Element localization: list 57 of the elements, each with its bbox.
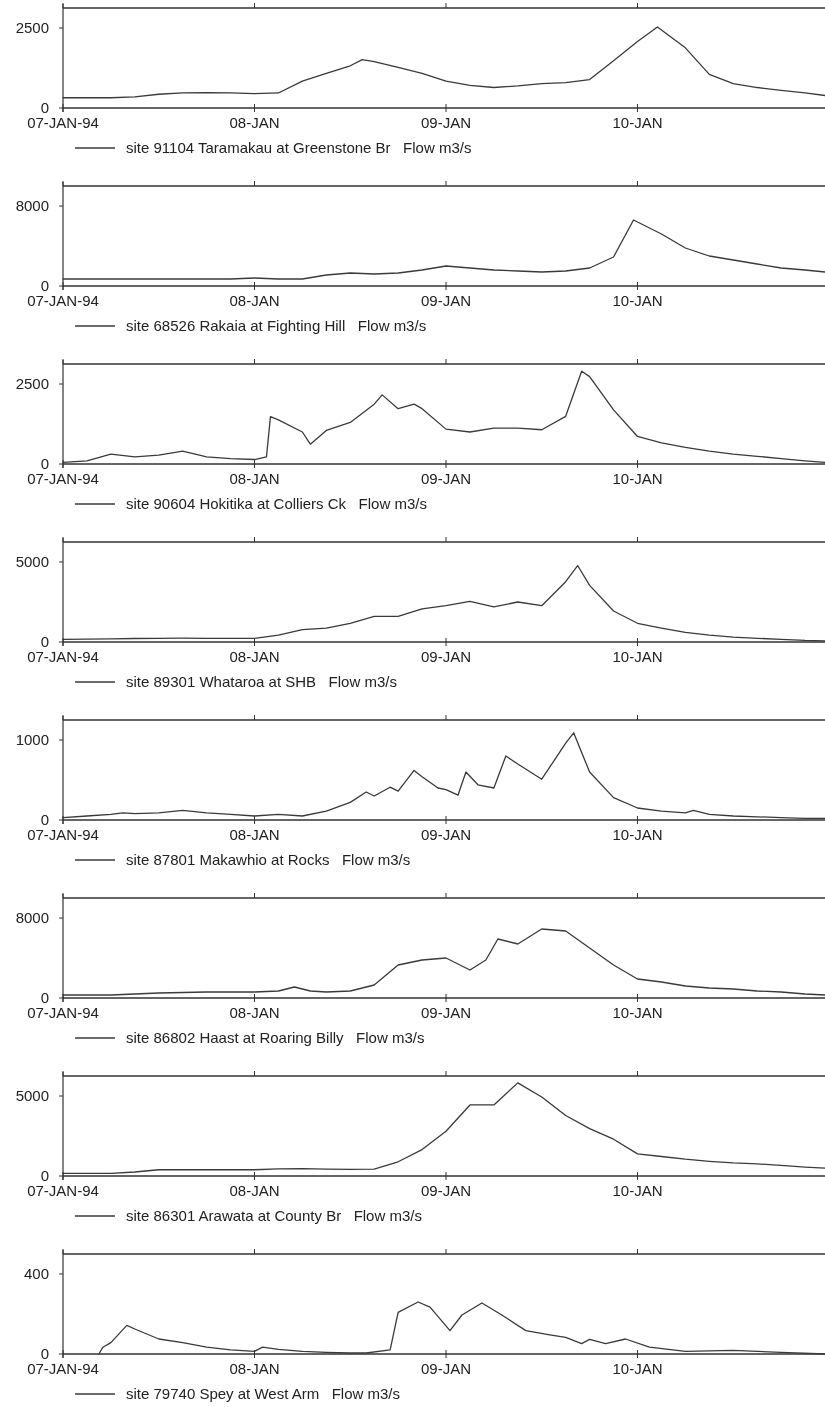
x-tick-label: 08-JAN	[229, 292, 280, 309]
y-tick-label: 0	[40, 633, 49, 651]
legend-label: site 91104 Taramakau at Greenstone Br Flow m3/s	[126, 139, 472, 157]
y-tick-label: 8000	[15, 909, 49, 927]
y-tick-label: 0	[40, 1345, 49, 1363]
x-tick-label: 09-JAN	[420, 470, 472, 487]
line-series	[62, 370, 825, 464]
legend-label: site 86301 Arawata at County Br Flow m3/s	[126, 1207, 422, 1225]
x-tick-label: 07-JAN-94	[27, 1004, 99, 1021]
legend-label: site 87801 Makawhio at Rocks Flow m3/s	[126, 851, 411, 869]
x-tick-label: 08-JAN	[229, 826, 280, 843]
x-tick-label: 08-JAN	[229, 114, 280, 131]
x-tick-label: 09-JAN	[420, 1182, 472, 1199]
x-tick-label: 09-JAN	[420, 648, 472, 665]
y-tick-label: 0	[40, 455, 49, 473]
y-tick-label: 0	[40, 99, 49, 117]
x-tick-label: 07-JAN-94	[27, 114, 99, 131]
x-tick-label: 07-JAN-94	[27, 648, 99, 665]
x-tick-label: 08-JAN	[229, 1182, 280, 1199]
y-tick-label: 1000	[15, 731, 49, 749]
x-tick-label: 10-JAN	[612, 1360, 663, 1377]
y-tick-label: 2500	[15, 19, 49, 37]
y-tick-label: 5000	[15, 1087, 49, 1105]
x-tick-label: 10-JAN	[612, 470, 663, 487]
y-tick-label: 0	[40, 1167, 49, 1185]
x-tick-label: 10-JAN	[612, 1182, 663, 1199]
x-tick-label: 08-JAN	[229, 470, 280, 487]
x-tick-label: 08-JAN	[229, 1360, 280, 1377]
legend-label: site 89301 Whataroa at SHB Flow m3/s	[126, 673, 397, 691]
x-tick-label: 09-JAN	[420, 114, 472, 131]
legend-label: site 68526 Rakaia at Fighting Hill Flow m3/s	[126, 317, 427, 335]
x-tick-label: 09-JAN	[420, 826, 472, 843]
legend-label: site 90604 Hokitika at Colliers Ck Flow m3/s	[126, 495, 427, 513]
x-tick-label: 09-JAN	[420, 292, 472, 309]
x-tick-label: 08-JAN	[229, 1004, 280, 1021]
y-tick-label: 0	[40, 989, 49, 1007]
x-tick-label: 07-JAN-94	[27, 292, 99, 309]
x-tick-label: 07-JAN-94	[27, 470, 99, 487]
y-tick-label: 0	[40, 811, 49, 829]
x-tick-label: 09-JAN	[420, 1004, 472, 1021]
x-tick-label: 09-JAN	[420, 1360, 472, 1377]
x-tick-label: 10-JAN	[612, 826, 663, 843]
legend-label: site 79740 Spey at West Arm Flow m3/s	[126, 1385, 400, 1403]
x-tick-label: 07-JAN-94	[27, 1360, 99, 1377]
x-tick-label: 07-JAN-94	[27, 1182, 99, 1199]
x-tick-label: 10-JAN	[612, 1004, 663, 1021]
y-tick-label: 400	[23, 1265, 49, 1283]
x-tick-label: 10-JAN	[612, 292, 663, 309]
x-tick-label: 10-JAN	[612, 648, 663, 665]
y-tick-label: 0	[40, 277, 49, 295]
y-tick-label: 8000	[15, 197, 49, 215]
x-tick-label: 08-JAN	[229, 648, 280, 665]
y-tick-label: 2500	[15, 375, 49, 393]
legend-label: site 86802 Haast at Roaring Billy Flow m3/s	[126, 1029, 425, 1047]
x-tick-label: 10-JAN	[612, 114, 663, 131]
x-tick-label: 07-JAN-94	[27, 826, 99, 843]
y-tick-label: 5000	[15, 553, 49, 571]
